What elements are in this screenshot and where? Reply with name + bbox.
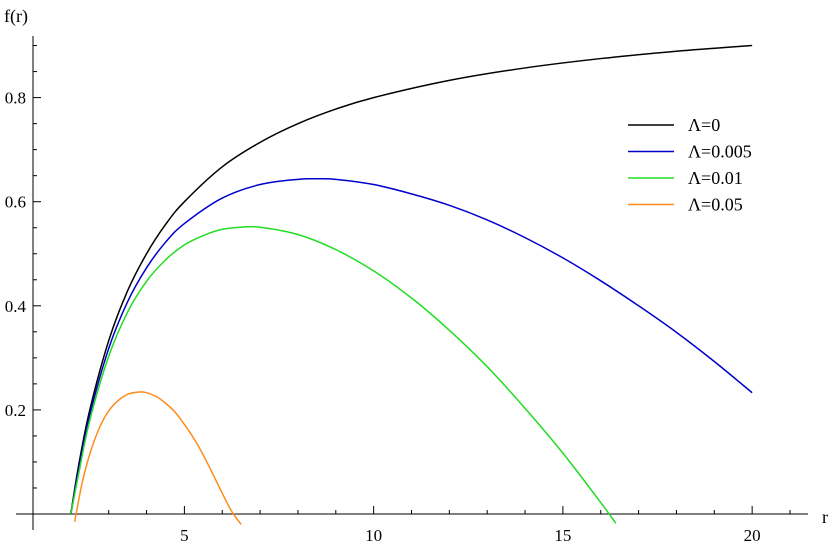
legend: Λ=0 Λ=0.005 Λ=0.01 Λ=0.05 <box>628 115 752 215</box>
x-tick-label: 15 <box>554 526 571 545</box>
legend-label-4: Λ=0.05 <box>688 195 743 215</box>
legend-label-1: Λ=0 <box>688 115 720 135</box>
y-tick-label: 0.2 <box>5 401 26 420</box>
legend-label-2: Λ=0.005 <box>688 142 752 162</box>
series-line-1 <box>70 44 753 515</box>
x-tick-label: 5 <box>180 526 189 545</box>
y-tick-label: 0.8 <box>5 89 26 108</box>
y-axis-label: f(r) <box>4 6 28 27</box>
y-tick-label: 0.6 <box>5 193 26 212</box>
x-axis-label: r <box>822 507 828 527</box>
series-line-4 <box>73 391 242 525</box>
series-line-3 <box>70 225 617 524</box>
x-tick-label: 20 <box>744 526 761 545</box>
y-tick-label: 0.4 <box>5 297 27 316</box>
axes: 5 10 15 20 0.2 0.4 0.6 0.8 <box>5 36 808 545</box>
x-tick-label: 10 <box>365 526 382 545</box>
series-layer <box>70 44 753 525</box>
legend-label-3: Λ=0.01 <box>688 168 743 188</box>
series-line-2 <box>70 177 753 515</box>
